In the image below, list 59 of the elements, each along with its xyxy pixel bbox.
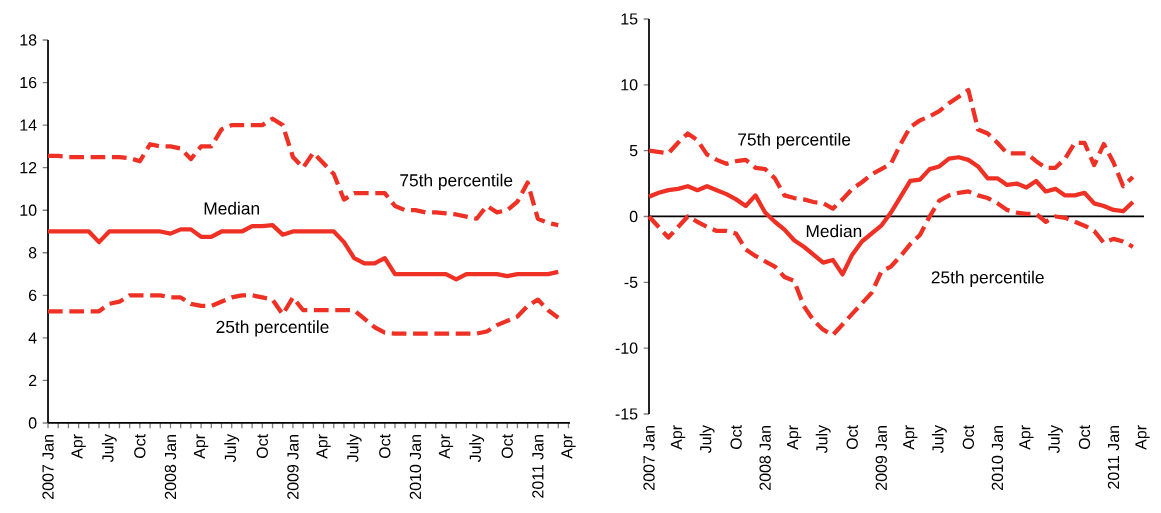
- y-tick-label: 8: [28, 247, 37, 259]
- x-tick-label: July: [931, 424, 947, 454]
- x-tick-label: 2009 Jan: [875, 425, 887, 490]
- y-tick-label: 10: [621, 79, 638, 91]
- series-label: 25th percentile: [216, 320, 329, 337]
- x-tick-label: 2007 Jan: [42, 434, 54, 499]
- y-tick-label: -5: [624, 276, 638, 288]
- x-tick-label: July: [699, 424, 715, 454]
- x-tick-label: Oct: [730, 425, 742, 450]
- x-tick-label: Apr: [438, 434, 454, 459]
- series-label: 75th percentile: [400, 173, 513, 190]
- y-tick-label: 12: [20, 162, 37, 174]
- x-tick-label: Apr: [787, 425, 802, 450]
- x-tick-label: Oct: [1078, 425, 1091, 450]
- series-label: 25th percentile: [931, 270, 1044, 287]
- x-tick-label: July: [224, 433, 240, 463]
- y-tick-label: 5: [629, 145, 638, 157]
- series-label: 75th percentile: [738, 132, 851, 150]
- x-tick-label: Apr: [1135, 425, 1150, 450]
- x-tick-label: Apr: [670, 425, 686, 450]
- x-tick-label: 2010 Jan: [991, 425, 1004, 490]
- x-tick-label: 2011 Jan: [532, 434, 544, 498]
- x-tick-label: Apr: [1019, 425, 1034, 450]
- x-tick-label: July: [469, 433, 485, 463]
- y-tick-label: 0: [629, 210, 638, 223]
- y-tick-label: 6: [29, 289, 37, 301]
- x-tick-label: 2011 Jan: [1107, 425, 1120, 489]
- x-tick-label: Oct: [846, 425, 858, 450]
- x-tick-label: Oct: [134, 434, 146, 459]
- x-tick-label: Oct: [256, 434, 268, 459]
- y-tick-label: 0: [28, 417, 37, 429]
- x-tick-label: 2008 Jan: [759, 425, 771, 490]
- y-tick-label: 18: [20, 34, 37, 46]
- series-label: Median: [204, 201, 259, 215]
- x-tick-label: July: [1048, 424, 1063, 454]
- y-tick-label: 16: [20, 76, 37, 89]
- x-tick-label: Apr: [71, 434, 86, 459]
- y-tick-label: 14: [20, 119, 37, 131]
- x-tick-label: Oct: [962, 425, 975, 450]
- y-tick-label: 2: [28, 374, 37, 387]
- y-tick-label: 15: [621, 13, 638, 25]
- x-tick-label: Oct: [379, 434, 391, 459]
- x-tick-label: Apr: [193, 434, 209, 459]
- y-tick-label: -15: [615, 408, 638, 420]
- x-tick-label: July: [101, 433, 117, 463]
- x-tick-label: July: [815, 424, 831, 454]
- y-tick-label: 4: [28, 332, 37, 344]
- x-tick-label: 2009 Jan: [287, 434, 299, 499]
- x-tick-label: 2010 Jan: [409, 434, 422, 499]
- x-tick-label: Apr: [903, 425, 918, 450]
- x-tick-label: Apr: [561, 434, 576, 459]
- x-tick-label: Apr: [316, 434, 331, 459]
- series-label: Median: [806, 224, 862, 238]
- x-tick-label: Oct: [501, 434, 513, 459]
- x-tick-label: 2007 Jan: [643, 425, 655, 490]
- y-tick-label: -10: [615, 342, 638, 354]
- x-tick-label: July: [346, 433, 362, 463]
- x-tick-label: 2008 Jan: [164, 434, 177, 499]
- y-tick-label: 10: [20, 204, 37, 216]
